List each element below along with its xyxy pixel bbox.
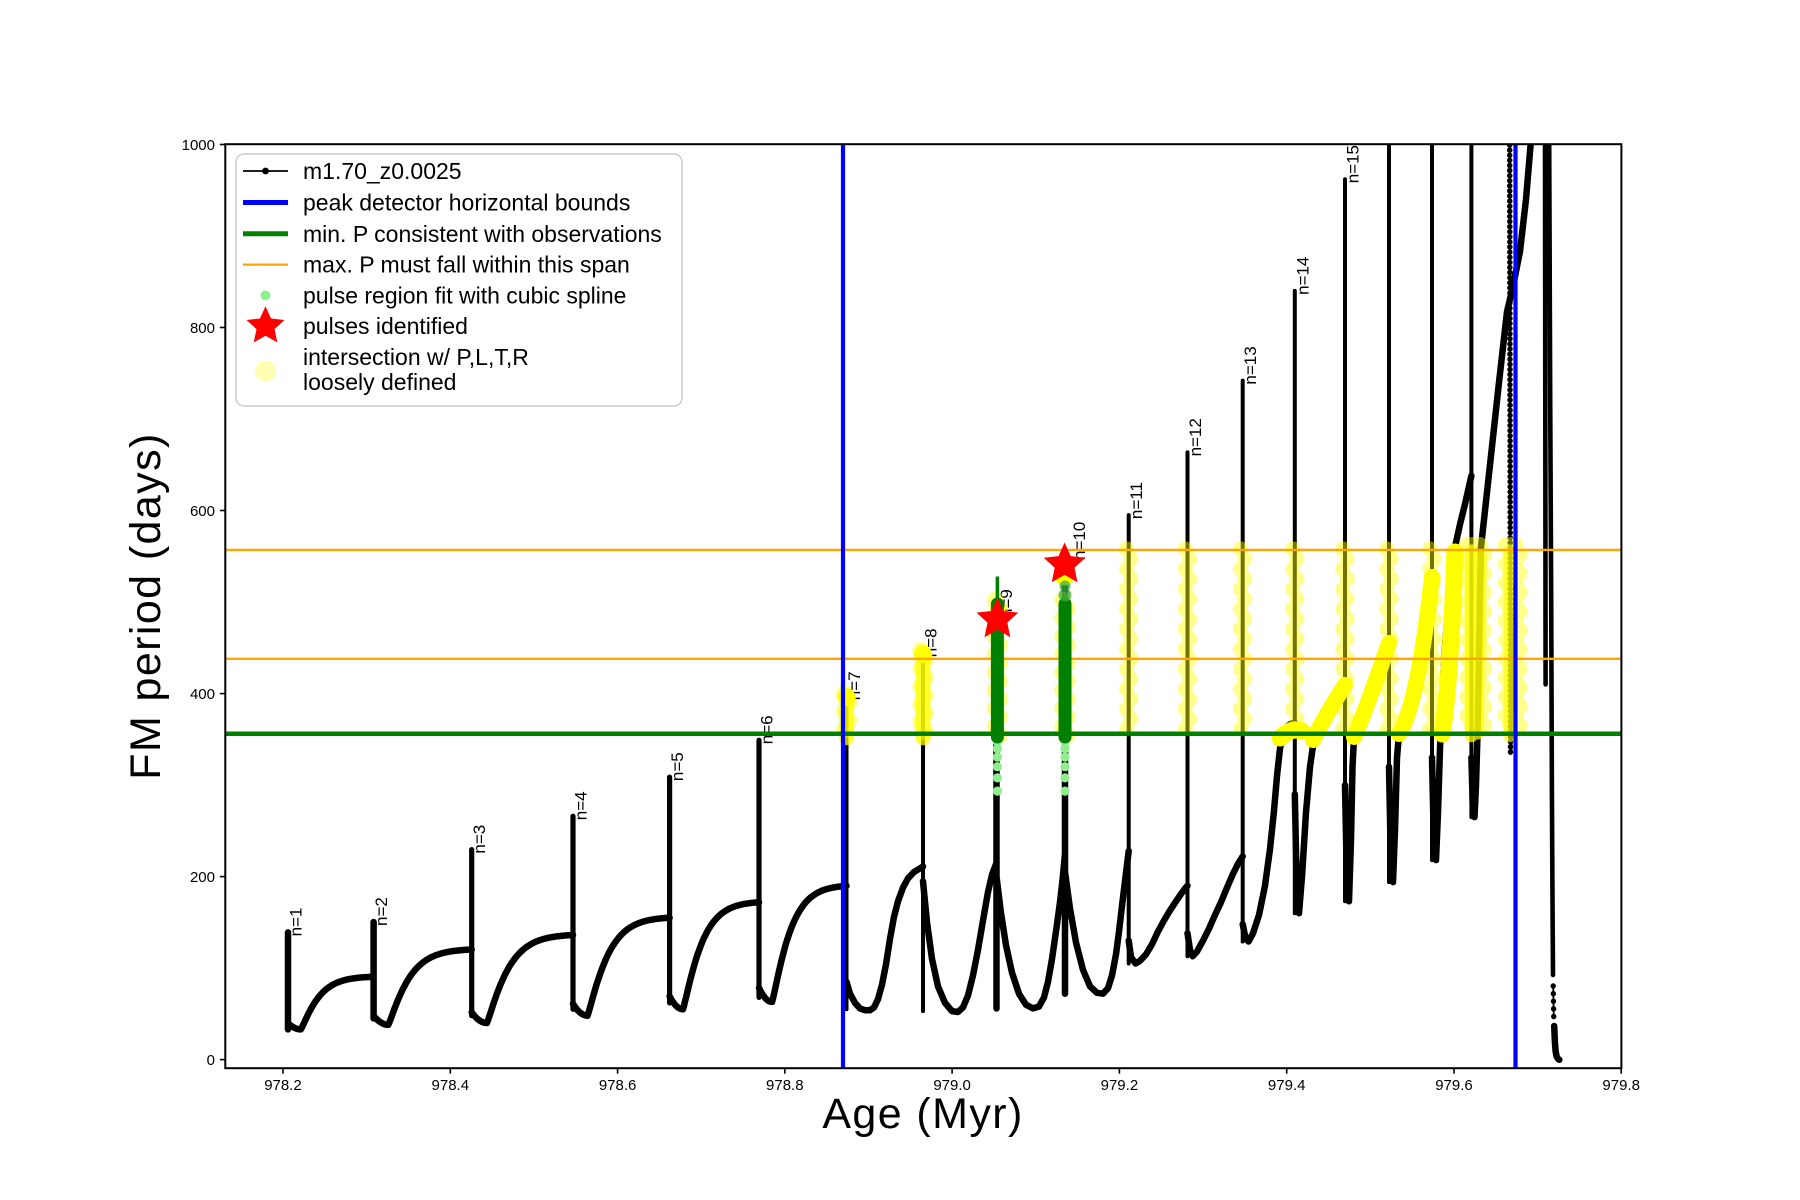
svg-text:1000: 1000 xyxy=(182,137,215,154)
svg-text:n=2: n=2 xyxy=(372,897,391,926)
svg-text:Age (Myr): Age (Myr) xyxy=(822,1090,1023,1138)
svg-text:800: 800 xyxy=(190,320,215,337)
svg-text:n=10: n=10 xyxy=(1070,522,1089,560)
svg-text:pulses identified: pulses identified xyxy=(303,313,468,339)
svg-text:979.0: 979.0 xyxy=(933,1077,971,1094)
svg-text:0: 0 xyxy=(207,1052,215,1069)
svg-text:978.2: 978.2 xyxy=(264,1077,302,1094)
svg-text:intersection w/ P,L,T,R: intersection w/ P,L,T,R xyxy=(303,344,529,370)
svg-text:pulse region fit with cubic sp: pulse region fit with cubic spline xyxy=(303,282,626,308)
svg-text:n=14: n=14 xyxy=(1293,257,1312,295)
svg-text:978.8: 978.8 xyxy=(766,1077,804,1094)
svg-text:200: 200 xyxy=(190,869,215,886)
svg-text:n=4: n=4 xyxy=(572,791,591,820)
svg-text:n=5: n=5 xyxy=(668,752,687,781)
svg-text:n=3: n=3 xyxy=(470,825,489,854)
svg-text:peak detector horizontal bound: peak detector horizontal bounds xyxy=(303,190,630,216)
svg-text:loosely defined: loosely defined xyxy=(303,369,456,395)
svg-text:979.2: 979.2 xyxy=(1101,1077,1139,1094)
svg-text:n=6: n=6 xyxy=(758,715,777,744)
svg-text:min. P consistent with observa: min. P consistent with observations xyxy=(303,221,662,247)
svg-text:400: 400 xyxy=(190,686,215,703)
svg-text:979.8: 979.8 xyxy=(1602,1077,1640,1094)
svg-text:n=15: n=15 xyxy=(1344,145,1363,183)
svg-text:978.4: 978.4 xyxy=(432,1077,470,1094)
svg-text:n=13: n=13 xyxy=(1241,346,1260,384)
svg-text:n=11: n=11 xyxy=(1127,482,1146,519)
svg-text:n=1: n=1 xyxy=(287,908,306,937)
svg-text:600: 600 xyxy=(190,503,215,520)
svg-text:978.6: 978.6 xyxy=(599,1077,637,1094)
svg-text:979.4: 979.4 xyxy=(1268,1077,1306,1094)
svg-text:n=12: n=12 xyxy=(1186,418,1205,456)
svg-text:FM period (days): FM period (days) xyxy=(122,432,170,779)
svg-text:979.6: 979.6 xyxy=(1435,1077,1473,1094)
svg-text:max. P must fall within this s: max. P must fall within this span xyxy=(303,252,630,278)
svg-text:m1.70_z0.0025: m1.70_z0.0025 xyxy=(303,158,462,184)
